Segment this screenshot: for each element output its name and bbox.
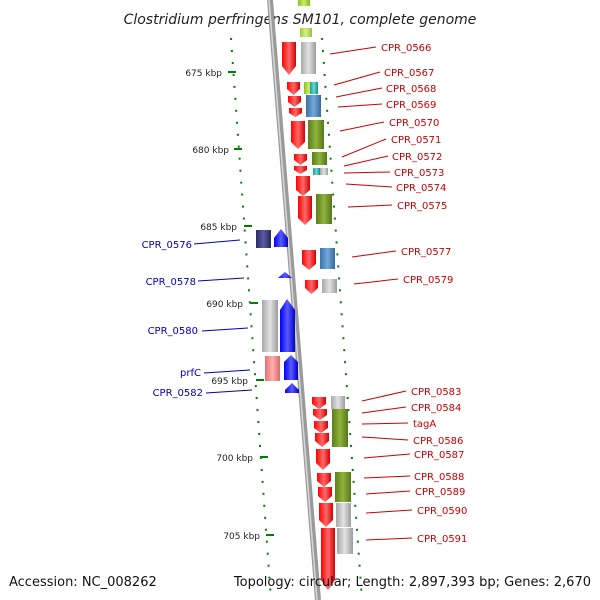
gene-label[interactable]: CPR_0580	[148, 326, 198, 337]
genome-summary-text: Topology: circular; Length: 2,897,393 bp…	[233, 575, 591, 590]
gene-label[interactable]: CPR_0571	[391, 135, 441, 146]
kbp-tick-label: 675 kbp	[185, 69, 222, 79]
cds-arrow[interactable]	[274, 229, 288, 247]
cds-arrow[interactable]	[317, 473, 331, 487]
cds-arrow[interactable]	[313, 409, 327, 420]
gene-label[interactable]: CPR_0582	[153, 388, 203, 399]
feature-block	[306, 95, 321, 117]
feature-block	[316, 194, 332, 224]
gene-label[interactable]: CPR_0576	[142, 240, 192, 251]
cds-arrow[interactable]	[294, 154, 307, 165]
gene-label[interactable]: CPR_0569	[386, 100, 436, 111]
feature-block	[310, 82, 318, 94]
gene-label[interactable]: CPR_0572	[392, 152, 442, 163]
gene-label[interactable]: CPR_0586	[413, 436, 463, 447]
feature-block	[335, 472, 351, 502]
gene-label[interactable]: CPR_0579	[403, 275, 453, 286]
cds-arrow[interactable]	[285, 383, 299, 393]
gene-label[interactable]: CPR_0570	[389, 118, 439, 129]
feature-block	[313, 168, 320, 175]
cds-arrow[interactable]	[289, 108, 302, 117]
kbp-tick-label: 695 kbp	[211, 377, 248, 387]
feature-block	[312, 152, 327, 165]
gene-label[interactable]: CPR_0584	[411, 403, 461, 414]
kbp-ticks	[228, 71, 274, 536]
gene-label[interactable]: CPR_0566	[381, 43, 431, 54]
kbp-tick-label: 690 kbp	[206, 300, 243, 310]
genome-backbone-highlight	[268, 0, 318, 600]
cds-arrow[interactable]	[287, 82, 300, 95]
feature-block	[331, 396, 345, 409]
feature-block	[304, 82, 314, 94]
plus-leader-lines	[329, 46, 413, 541]
plus-labels: CPR_0566 CPR_0567 CPR_0568 CPR_0569 CPR_…	[381, 43, 467, 545]
minus-labels: CPR_0576 CPR_0578 CPR_0580 prfC CPR_0582	[142, 240, 203, 399]
feature-block	[265, 356, 280, 381]
inner-dotted-track	[230, 37, 272, 600]
cds-arrow[interactable]	[278, 272, 292, 278]
gene-label[interactable]: CPR_0574	[396, 183, 446, 194]
cds-arrow[interactable]	[319, 503, 333, 527]
cds-arrow[interactable]	[284, 355, 298, 380]
feature-block	[320, 248, 335, 269]
minus-leader-lines	[193, 239, 253, 394]
gene-label[interactable]: CPR_0578	[146, 277, 196, 288]
gene-label[interactable]: CPR_0567	[384, 68, 434, 79]
cds-arrow[interactable]	[321, 528, 335, 590]
cds-arrow[interactable]	[294, 166, 307, 174]
genome-backbone	[267, 0, 321, 600]
gene-label[interactable]: CPR_0568	[386, 84, 436, 95]
gene-label[interactable]: CPR_0590	[417, 506, 467, 517]
cds-plus-strand	[282, 42, 335, 590]
cds-arrow[interactable]	[280, 299, 295, 352]
feature-block	[262, 300, 278, 352]
gene-label[interactable]: CPR_0583	[411, 387, 461, 398]
outer-dotted-track	[321, 37, 363, 600]
cds-arrow[interactable]	[298, 196, 312, 225]
gene-label[interactable]: CPR_0587	[414, 450, 464, 461]
kbp-tick-label: 685 kbp	[200, 223, 237, 233]
map-title: Clostridium perfringens SM101, complete …	[124, 12, 477, 28]
kbp-tick-label: 705 kbp	[223, 532, 260, 542]
gene-label[interactable]: CPR_0573	[394, 168, 444, 179]
gene-label[interactable]: prfC	[180, 368, 201, 379]
feature-block	[337, 528, 353, 554]
cds-arrow[interactable]	[288, 96, 301, 107]
feature-block	[298, 0, 310, 6]
gene-label[interactable]: CPR_0588	[414, 472, 464, 483]
cds-arrow[interactable]	[315, 433, 329, 447]
cds-arrow[interactable]	[312, 397, 326, 409]
feature-block	[336, 503, 351, 527]
cds-arrow[interactable]	[318, 487, 332, 502]
feature-block	[300, 28, 312, 37]
gene-label[interactable]: CPR_0575	[397, 201, 447, 212]
accession-text: Accession: NC_008262	[9, 575, 157, 590]
feature-block	[322, 279, 337, 293]
cds-arrow[interactable]	[282, 42, 296, 75]
gene-label[interactable]: CPR_0589	[415, 487, 465, 498]
feature-block	[308, 120, 324, 149]
feature-block	[256, 230, 271, 248]
cds-minus-strand	[256, 229, 299, 393]
cds-arrow[interactable]	[291, 121, 305, 149]
kbp-tick-label: 680 kbp	[192, 146, 229, 156]
cds-arrow[interactable]	[305, 280, 318, 294]
feature-block	[301, 42, 316, 74]
cds-arrow[interactable]	[314, 421, 328, 433]
gene-label[interactable]: CPR_0577	[401, 247, 451, 258]
cds-arrow[interactable]	[316, 449, 330, 470]
feature-block	[332, 409, 348, 447]
kbp-tick-labels: 675 kbp 680 kbp 685 kbp 690 kbp 695 kbp …	[185, 69, 260, 542]
cds-arrow[interactable]	[302, 250, 316, 270]
feature-block	[320, 168, 328, 175]
gene-label[interactable]: tagA	[413, 419, 436, 430]
gene-label[interactable]: CPR_0591	[417, 534, 467, 545]
kbp-tick-label: 700 kbp	[216, 454, 253, 464]
cds-arrow[interactable]	[296, 176, 310, 196]
feature-blocks-plus	[301, 42, 353, 554]
